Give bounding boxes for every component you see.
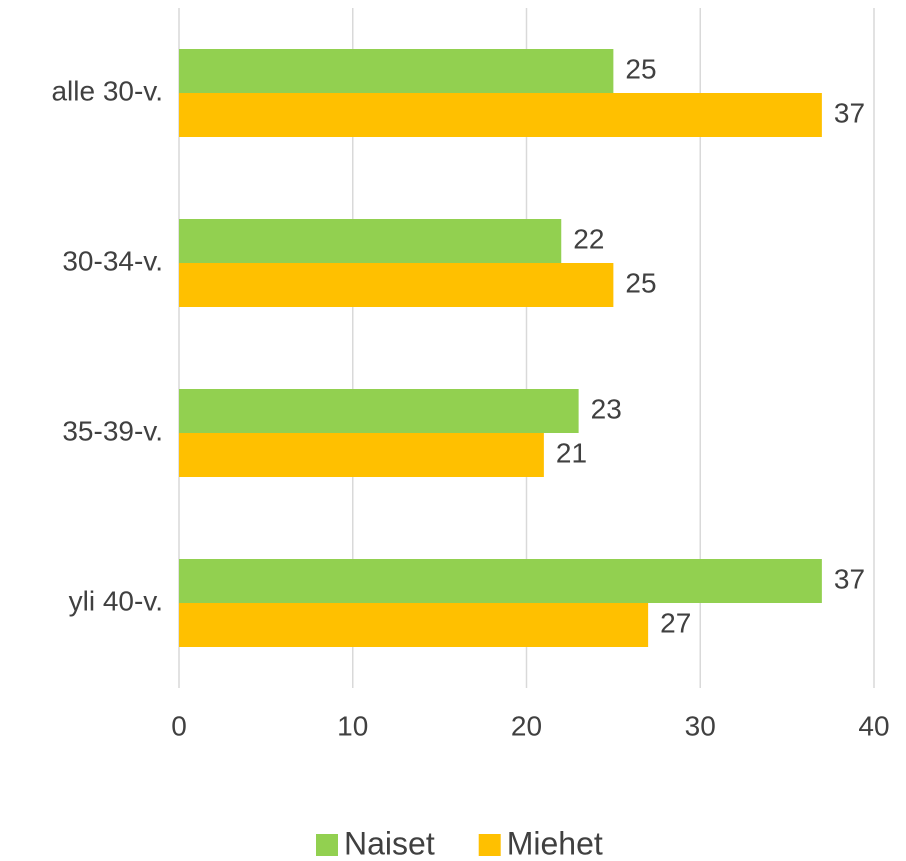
legend-swatch bbox=[478, 834, 501, 856]
bar bbox=[179, 433, 544, 477]
y-tick-label: 30-34-v. bbox=[62, 245, 163, 276]
x-tick-label: 30 bbox=[685, 710, 716, 741]
data-label: 21 bbox=[556, 437, 587, 468]
x-tick-label: 20 bbox=[511, 710, 542, 741]
data-label: 37 bbox=[834, 97, 865, 128]
legend-label: Naiset bbox=[344, 825, 435, 861]
bar bbox=[179, 559, 822, 603]
bar bbox=[179, 603, 649, 647]
bar bbox=[179, 263, 614, 307]
x-tick-label: 40 bbox=[858, 710, 889, 741]
x-tick-label: 0 bbox=[171, 710, 187, 741]
bar bbox=[179, 49, 614, 93]
bar bbox=[179, 389, 579, 433]
legend-swatch bbox=[316, 834, 338, 856]
y-tick-label: yli 40-v. bbox=[69, 585, 163, 616]
data-label: 37 bbox=[834, 563, 865, 594]
data-label: 25 bbox=[625, 53, 656, 84]
legend-label: Miehet bbox=[507, 825, 603, 861]
y-tick-label: 35-39-v. bbox=[62, 415, 163, 446]
bar bbox=[179, 93, 822, 137]
data-label: 27 bbox=[660, 607, 691, 638]
bar bbox=[179, 219, 562, 263]
x-tick-label: 10 bbox=[337, 710, 368, 741]
data-label: 22 bbox=[573, 223, 604, 254]
y-tick-label: alle 30-v. bbox=[51, 75, 163, 106]
data-label: 23 bbox=[591, 393, 622, 424]
data-label: 25 bbox=[625, 267, 656, 298]
